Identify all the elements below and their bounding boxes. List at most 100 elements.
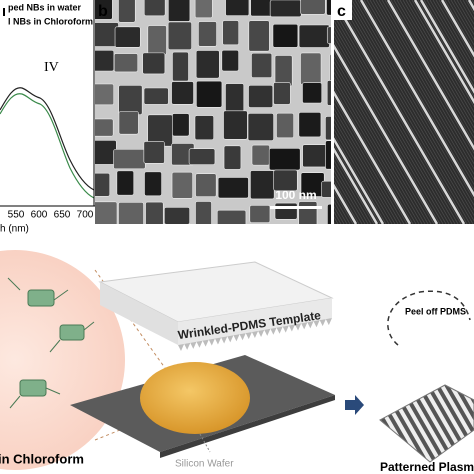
nanobar [251, 52, 273, 78]
stripe [334, 14, 456, 224]
x-tick-label: 600 [31, 210, 48, 221]
scale-bar-label: 100 nm [275, 188, 316, 202]
schematic: in Chloroform Silicon Wafer Wrinkled-PDM… [0, 250, 474, 474]
stripe [334, 123, 393, 224]
nanobar [248, 85, 274, 108]
nanobar [171, 81, 194, 105]
nanobar [302, 82, 323, 104]
wrinkles [178, 318, 335, 351]
nanobar [195, 50, 220, 79]
stripe [438, 0, 474, 62]
stripe [378, 0, 474, 165]
stripe [384, 0, 474, 155]
x-tick-label: 650 [54, 210, 71, 221]
stripe [381, 0, 474, 160]
stripe [345, 0, 474, 222]
stripe [399, 0, 474, 129]
stripe [334, 183, 358, 224]
nanobar [248, 20, 270, 52]
left-caption: in Chloroform [0, 451, 84, 466]
nanoparticles [7, 277, 95, 409]
panel-letter: b [98, 3, 108, 20]
template-side [100, 282, 178, 345]
stripe [334, 174, 363, 224]
nanobar [222, 20, 240, 46]
stripe [386, 0, 474, 151]
nanobar [249, 205, 271, 223]
nanoparticle [27, 289, 55, 307]
stripe [334, 81, 417, 224]
nanobar [145, 201, 164, 224]
panel-b [95, 0, 331, 224]
stripe [334, 4, 462, 224]
stripe [372, 0, 474, 175]
nanobar [326, 0, 331, 16]
nanobar [274, 202, 298, 220]
nanoparticle [19, 379, 47, 397]
nanobar [144, 171, 162, 197]
nanobar [143, 0, 166, 17]
nanobar [326, 80, 331, 106]
nanobar [276, 112, 294, 139]
stripe [334, 143, 381, 224]
nanobar [273, 82, 291, 105]
stripe [419, 0, 474, 94]
stripe [334, 137, 385, 224]
nanobar [95, 118, 114, 137]
nanobar [298, 24, 330, 48]
nanobar [250, 170, 275, 200]
stripe [444, 0, 474, 51]
nanobar [143, 141, 165, 164]
template-front [178, 298, 332, 345]
nanobar [217, 177, 249, 199]
stripe [334, 128, 390, 224]
peel-label: Peel off PDMS [405, 306, 466, 316]
stripe [429, 0, 474, 77]
stripe [357, 0, 474, 201]
stripe [334, 154, 375, 224]
nanobar [95, 0, 113, 20]
nanobar [198, 21, 217, 47]
nanobar [142, 52, 166, 75]
stripe [334, 118, 396, 224]
nanobar [164, 207, 190, 224]
stripe [369, 0, 474, 180]
stripe [408, 0, 474, 113]
scale-bar [270, 206, 322, 209]
nanobar [327, 203, 331, 224]
spectrum-line [0, 93, 95, 199]
nanobar [195, 173, 217, 198]
nanobar [300, 0, 326, 15]
stripe [334, 87, 414, 224]
nanobar [113, 149, 146, 170]
stripe [334, 71, 423, 224]
peel-arc [387, 290, 471, 346]
nanobar [194, 115, 215, 141]
ligands [7, 277, 95, 409]
stripe [334, 107, 402, 224]
stripe [411, 0, 474, 108]
stripe [334, 35, 444, 224]
stripe [334, 66, 426, 224]
stripe [334, 76, 420, 224]
nanobar [172, 51, 189, 82]
stripe [396, 0, 474, 134]
stripe [423, 0, 474, 87]
letter-box [334, 0, 352, 20]
nanobar [95, 201, 118, 224]
nanobar [196, 80, 223, 108]
droplet [140, 362, 250, 434]
stripe [334, 180, 360, 224]
stripe [334, 56, 432, 224]
nanobar [251, 144, 270, 166]
nanobar [118, 111, 139, 135]
nanobar [269, 0, 302, 18]
pointer [199, 433, 211, 453]
right-caption: Patterned Plasmonic [380, 460, 474, 474]
nanobar [194, 0, 213, 19]
stripe [334, 147, 379, 224]
stripe [390, 0, 474, 144]
stripe [450, 0, 474, 41]
nanobar [223, 110, 248, 140]
